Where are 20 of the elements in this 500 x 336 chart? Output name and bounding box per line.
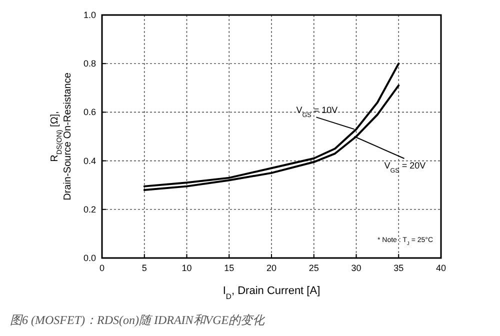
y-tick-label: 1.0: [83, 10, 96, 20]
x-tick-label: 15: [224, 263, 234, 273]
x-tick-label: 5: [142, 263, 147, 273]
y-tick-label: 0.0: [83, 253, 96, 263]
text: V$_{GS}$ = 10V: [296, 105, 338, 119]
y-tick-label: 0.2: [83, 204, 96, 214]
x-axis-title: I$_{D}$, Drain Current [A]: [222, 285, 320, 300]
x-tick-label: 25: [308, 263, 319, 273]
x-tick-label: 10: [182, 263, 192, 273]
x-tick-label: 0: [99, 263, 105, 273]
caption: 图6 (MOSFET)：RDS(on)随 IDRAIN和VGE的变化: [10, 313, 266, 327]
x-tick-label: 40: [436, 263, 446, 273]
y-tick-label: 0.6: [83, 107, 96, 118]
y-tick-label: 0.8: [83, 58, 96, 69]
line-series: [143, 62, 400, 188]
x-tick-label: 30: [351, 263, 362, 273]
x-tick-label: 20: [266, 263, 277, 273]
x-tick-label: 35: [394, 263, 404, 273]
text: V$_{GS}$ = 20V: [384, 160, 426, 174]
y-tick-label: 0.4: [83, 156, 96, 166]
